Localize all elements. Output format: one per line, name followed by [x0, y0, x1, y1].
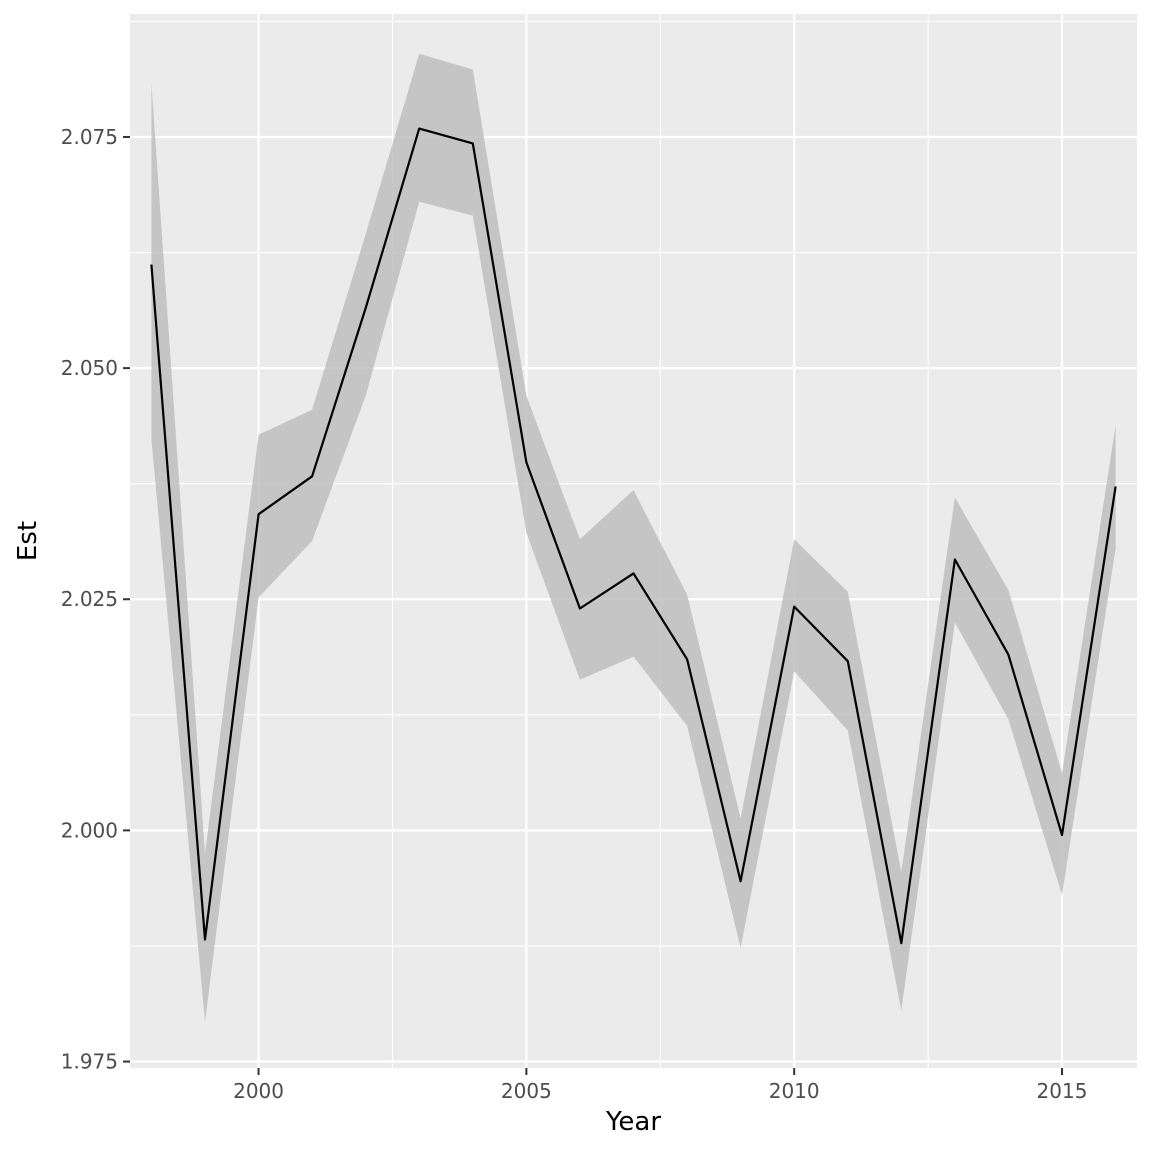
x-tick-label: 2015: [1037, 1079, 1088, 1103]
y-axis-title: Est: [13, 521, 43, 561]
y-tick-label: 2.050: [61, 356, 118, 380]
y-axis-ticks: 1.975 2.000 2.025 2.050 2.075: [61, 125, 130, 1074]
confidence-ribbon: [151, 53, 1116, 1022]
x-tick-label: 2005: [501, 1079, 552, 1103]
y-tick-label: 2.025: [61, 587, 118, 611]
x-tick-label: 2010: [769, 1079, 820, 1103]
x-axis-title: Year: [605, 1107, 661, 1137]
estimate-line: [150, 127, 1117, 945]
y-tick-label: 1.975: [61, 1050, 118, 1074]
y-tick-label: 2.075: [61, 125, 118, 149]
x-axis-ticks: 2000 2005 2010 2015: [233, 1068, 1087, 1103]
y-tick-label: 2.000: [61, 818, 118, 842]
x-tick-label: 2000: [233, 1079, 284, 1103]
